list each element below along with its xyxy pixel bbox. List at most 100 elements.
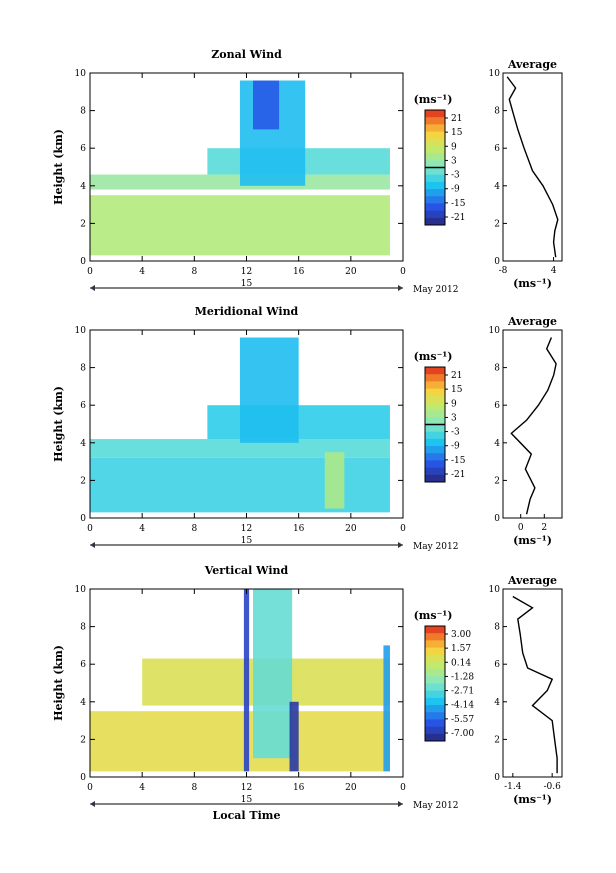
zonal-avg-ytick-label: 2 bbox=[494, 219, 500, 229]
meridional-colorbar-cell bbox=[425, 402, 445, 411]
zonal-colorbar-label: -3 bbox=[451, 171, 460, 181]
zonal-avg-profile-line bbox=[506, 76, 559, 258]
zonal-ylabel: Height (km) bbox=[52, 129, 65, 205]
meridional-ytick-label: 6 bbox=[80, 401, 86, 411]
vertical-xtick-label: 4 bbox=[139, 783, 145, 793]
meridional-xtick-label: 20 bbox=[345, 524, 357, 534]
meridional-colorbar-label: -9 bbox=[451, 442, 460, 452]
zonal-ytick-label: 8 bbox=[80, 107, 86, 117]
meridional-ytick-label: 4 bbox=[80, 439, 86, 449]
zonal-colorbar-label: 15 bbox=[451, 128, 463, 138]
meridional-avg-ytick-label: 4 bbox=[494, 439, 500, 449]
vertical-colorbar-label: 3.00 bbox=[451, 630, 471, 640]
meridional-avg-xlabel: (ms⁻¹) bbox=[513, 534, 552, 547]
zonal-avg-ytick-label: 0 bbox=[494, 257, 500, 267]
vertical-xtick-label: 0 bbox=[400, 783, 406, 793]
vertical-colorbar-cell bbox=[425, 676, 445, 684]
vertical-region-2 bbox=[253, 589, 293, 759]
zonal-ytick-label: 0 bbox=[80, 257, 86, 267]
zonal-date-label: May 2012 bbox=[413, 285, 458, 295]
zonal-avg-frame bbox=[502, 72, 563, 262]
meridional-title: Meridional Wind bbox=[195, 305, 299, 318]
zonal-colorbar-cell bbox=[425, 203, 445, 212]
meridional-xtick-label: 12 bbox=[241, 524, 252, 534]
zonal-xtick-label: 16 bbox=[293, 267, 305, 277]
vertical-colorbar-cell bbox=[425, 661, 445, 670]
zonal-colorbar-label: 9 bbox=[451, 142, 457, 152]
vertical-avg-xtick-label: -0.6 bbox=[543, 782, 561, 792]
vertical-colorbar-cell bbox=[425, 633, 445, 641]
zonal-colorbar-cell bbox=[425, 181, 445, 190]
meridional-ytick-label: 10 bbox=[75, 326, 87, 336]
meridional-colorbar-cell bbox=[425, 438, 445, 447]
zonal-colorbar-cell bbox=[425, 153, 445, 161]
vertical-colorbar-cell bbox=[425, 697, 445, 706]
vertical-avg-ytick-label: 0 bbox=[494, 773, 500, 783]
meridional-ytick-label: 0 bbox=[80, 514, 86, 524]
meridional-colorbar-label: 15 bbox=[451, 385, 463, 395]
meridional-colorbar-cell bbox=[425, 367, 445, 375]
zonal-colorbar-cell bbox=[425, 160, 445, 168]
meridional-colorbar-cell bbox=[425, 388, 445, 397]
meridional-colorbar-cell bbox=[425, 467, 445, 476]
zonal-title: Zonal Wind bbox=[211, 48, 282, 61]
meridional-xtick-label: 0 bbox=[87, 524, 93, 534]
vertical-region-4 bbox=[289, 701, 299, 772]
vertical-xlabel: Local Time bbox=[213, 809, 281, 822]
zonal-colorbar-cell bbox=[425, 138, 445, 147]
vertical-colorbar-label: -5.57 bbox=[451, 715, 474, 725]
meridional-colorbar-cell bbox=[425, 453, 445, 461]
zonal-colorbar-cell bbox=[425, 217, 445, 226]
vertical-colorbar-cell bbox=[425, 654, 445, 663]
vertical-colorbar-label: -2.71 bbox=[451, 687, 474, 697]
vertical-colorbar-cell bbox=[425, 683, 445, 692]
vertical-avg-xlabel: (ms⁻¹) bbox=[513, 793, 552, 806]
zonal-date-bar-arrow-right bbox=[398, 285, 403, 291]
vertical-avg-ytick-label: 4 bbox=[494, 698, 500, 708]
meridional-xtick-label: 0 bbox=[400, 524, 406, 534]
meridional-avg-ytick-label: 10 bbox=[489, 326, 501, 336]
meridional-colorbar-cell bbox=[425, 395, 445, 404]
meridional-panel: Meridional Wind 0 2 4 6 8 10 Height (km) 0 4 8 12 16… bbox=[52, 305, 563, 552]
vertical-xtick-label: 0 bbox=[87, 783, 93, 793]
vertical-day-label: 15 bbox=[241, 795, 253, 805]
vertical-colorbar-frame bbox=[424, 625, 446, 742]
meridional-avg-frame bbox=[502, 329, 563, 519]
meridional-avg-ytick-label: 8 bbox=[494, 364, 500, 374]
vertical-avg-title: Average bbox=[507, 574, 557, 587]
zonal-avg-xtick-label: -8 bbox=[499, 266, 508, 276]
zonal-avg-ytick-label: 10 bbox=[489, 69, 501, 79]
zonal-colorbar-cell bbox=[425, 174, 445, 183]
vertical-colorbar-cell bbox=[425, 733, 445, 742]
zonal-day-label: 15 bbox=[241, 279, 253, 289]
zonal-xtick-label: 4 bbox=[139, 267, 145, 277]
vertical-date-bar-arrow-right bbox=[398, 801, 403, 807]
vertical-colorbar-cell bbox=[425, 690, 445, 699]
vertical-ytick-label: 10 bbox=[75, 585, 87, 595]
meridional-date-bar-arrow-left bbox=[90, 542, 95, 548]
vertical-region-0 bbox=[90, 711, 390, 772]
meridional-avg-ytick-label: 0 bbox=[494, 514, 500, 524]
vertical-xtick-label: 20 bbox=[345, 783, 357, 793]
zonal-colorbar-cell bbox=[425, 210, 445, 219]
zonal-xtick-label: 0 bbox=[87, 267, 93, 277]
vertical-colorbar-unit: (ms⁻¹) bbox=[414, 609, 453, 622]
zonal-xtick-label: 8 bbox=[191, 267, 197, 277]
meridional-day-label: 15 bbox=[241, 536, 253, 546]
meridional-ylabel: Height (km) bbox=[52, 386, 65, 462]
vertical-ylabel: Height (km) bbox=[52, 645, 65, 721]
vertical-colorbar-cell bbox=[425, 705, 445, 713]
zonal-region-4 bbox=[253, 80, 280, 130]
zonal-colorbar-cell bbox=[425, 189, 445, 197]
meridional-date-bar-arrow-right bbox=[398, 542, 403, 548]
vertical-colorbar-label: 0.14 bbox=[451, 658, 471, 668]
zonal-colorbar-label: -9 bbox=[451, 185, 460, 195]
vertical-colorbar-cell bbox=[425, 719, 445, 728]
meridional-colorbar-cell bbox=[425, 460, 445, 469]
zonal-avg-ytick-label: 4 bbox=[494, 182, 500, 192]
vertical-colorbar-label: -7.00 bbox=[451, 729, 474, 739]
meridional-colorbar-label: -3 bbox=[451, 428, 460, 438]
vertical-avg-frame bbox=[502, 588, 563, 778]
vertical-title: Vertical Wind bbox=[204, 564, 289, 577]
